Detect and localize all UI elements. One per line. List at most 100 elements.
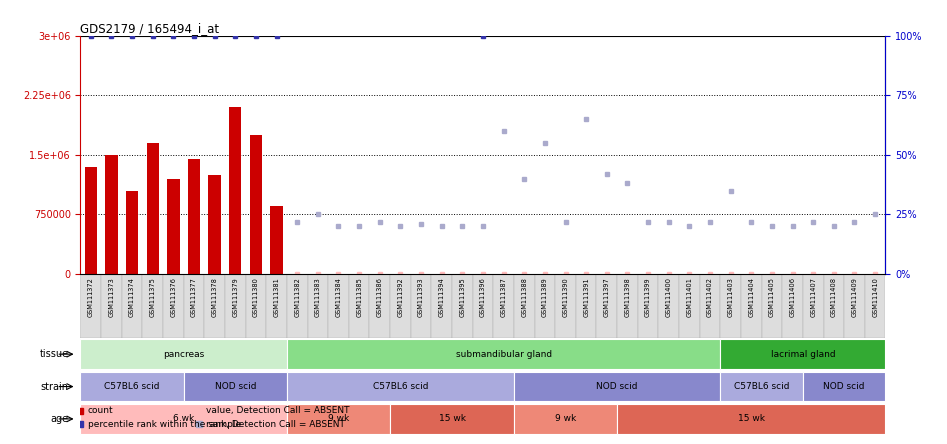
Text: GSM111384: GSM111384: [335, 278, 342, 317]
Text: GSM111403: GSM111403: [727, 278, 734, 317]
Bar: [514, 404, 617, 434]
Bar: [452, 274, 473, 338]
Bar: [597, 274, 617, 338]
Text: pancreas: pancreas: [163, 350, 205, 359]
Text: 15 wk: 15 wk: [438, 414, 466, 424]
Text: GSM111410: GSM111410: [872, 278, 878, 317]
Bar: [721, 274, 741, 338]
Bar: [80, 274, 101, 338]
Text: GSM111405: GSM111405: [769, 278, 775, 317]
Bar: [184, 372, 287, 401]
Bar: [369, 274, 390, 338]
Text: tissue: tissue: [39, 349, 68, 359]
Text: GSM111378: GSM111378: [211, 278, 218, 317]
Text: GSM111374: GSM111374: [129, 278, 135, 317]
Bar: [101, 274, 122, 338]
Bar: [126, 190, 138, 274]
Bar: [229, 107, 241, 274]
Text: NOD scid: NOD scid: [215, 382, 256, 391]
Bar: [534, 274, 555, 338]
Bar: [514, 274, 534, 338]
Bar: [205, 274, 225, 338]
Bar: [741, 274, 761, 338]
Bar: [824, 274, 844, 338]
Text: GSM111406: GSM111406: [790, 278, 795, 317]
Bar: [390, 404, 514, 434]
Text: GSM111388: GSM111388: [521, 278, 527, 317]
Text: C57BL6 scid: C57BL6 scid: [734, 382, 790, 391]
Text: NOD scid: NOD scid: [597, 382, 638, 391]
Bar: [163, 274, 184, 338]
Text: GSM111386: GSM111386: [377, 278, 383, 317]
Bar: [122, 274, 142, 338]
Bar: [184, 274, 205, 338]
Text: GSM111380: GSM111380: [253, 278, 259, 317]
Text: GSM111385: GSM111385: [356, 278, 362, 317]
Bar: [617, 274, 637, 338]
Text: GSM111399: GSM111399: [645, 278, 652, 317]
Bar: [287, 339, 721, 369]
Text: GSM111408: GSM111408: [831, 278, 837, 317]
Text: GSM111401: GSM111401: [687, 278, 692, 317]
Text: GSM111398: GSM111398: [624, 278, 631, 317]
Text: GSM111391: GSM111391: [583, 278, 589, 317]
Bar: [287, 404, 390, 434]
Text: GSM111383: GSM111383: [314, 278, 321, 317]
Text: value, Detection Call = ABSENT: value, Detection Call = ABSENT: [206, 406, 349, 415]
Bar: [411, 274, 432, 338]
Bar: [514, 372, 721, 401]
Bar: [493, 274, 514, 338]
Bar: [168, 178, 180, 274]
Bar: [287, 372, 514, 401]
Bar: [308, 274, 329, 338]
Text: C57BL6 scid: C57BL6 scid: [104, 382, 160, 391]
Text: 9 wk: 9 wk: [555, 414, 576, 424]
Bar: [225, 274, 245, 338]
Bar: [721, 339, 885, 369]
Bar: [658, 274, 679, 338]
Text: GSM111392: GSM111392: [398, 278, 403, 317]
Bar: [700, 274, 721, 338]
Bar: [761, 274, 782, 338]
Text: GSM111373: GSM111373: [109, 278, 115, 317]
Bar: [287, 274, 308, 338]
Bar: [803, 372, 885, 401]
Bar: [80, 404, 287, 434]
Bar: [348, 274, 369, 338]
Text: GSM111389: GSM111389: [542, 278, 548, 317]
Text: C57BL6 scid: C57BL6 scid: [373, 382, 428, 391]
Text: GSM111387: GSM111387: [501, 278, 507, 317]
Bar: [329, 274, 348, 338]
Bar: [147, 143, 159, 274]
Text: GSM111402: GSM111402: [707, 278, 713, 317]
Bar: [266, 274, 287, 338]
Bar: [271, 206, 283, 274]
Bar: [721, 372, 803, 401]
Bar: [80, 339, 287, 369]
Text: GSM111394: GSM111394: [438, 278, 445, 317]
Text: rank, Detection Call = ABSENT: rank, Detection Call = ABSENT: [206, 420, 345, 428]
Text: GSM111382: GSM111382: [295, 278, 300, 317]
Text: GSM111409: GSM111409: [851, 278, 857, 317]
Bar: [473, 274, 493, 338]
Bar: [576, 274, 597, 338]
Text: GSM111393: GSM111393: [418, 278, 424, 317]
Text: GSM111375: GSM111375: [150, 278, 155, 317]
Text: percentile rank within the sample: percentile rank within the sample: [88, 420, 241, 428]
Text: GSM111404: GSM111404: [748, 278, 755, 317]
Text: GSM111381: GSM111381: [274, 278, 279, 317]
Bar: [803, 274, 824, 338]
Bar: [782, 274, 803, 338]
Text: GSM111376: GSM111376: [170, 278, 176, 317]
Text: age: age: [50, 414, 68, 424]
Text: 6 wk: 6 wk: [173, 414, 194, 424]
Text: GSM111400: GSM111400: [666, 278, 671, 317]
Bar: [80, 372, 184, 401]
Text: GDS2179 / 165494_i_at: GDS2179 / 165494_i_at: [80, 23, 220, 36]
Text: NOD scid: NOD scid: [823, 382, 865, 391]
Bar: [142, 274, 163, 338]
Bar: [865, 274, 885, 338]
Bar: [679, 274, 700, 338]
Bar: [555, 274, 576, 338]
Text: 9 wk: 9 wk: [328, 414, 349, 424]
